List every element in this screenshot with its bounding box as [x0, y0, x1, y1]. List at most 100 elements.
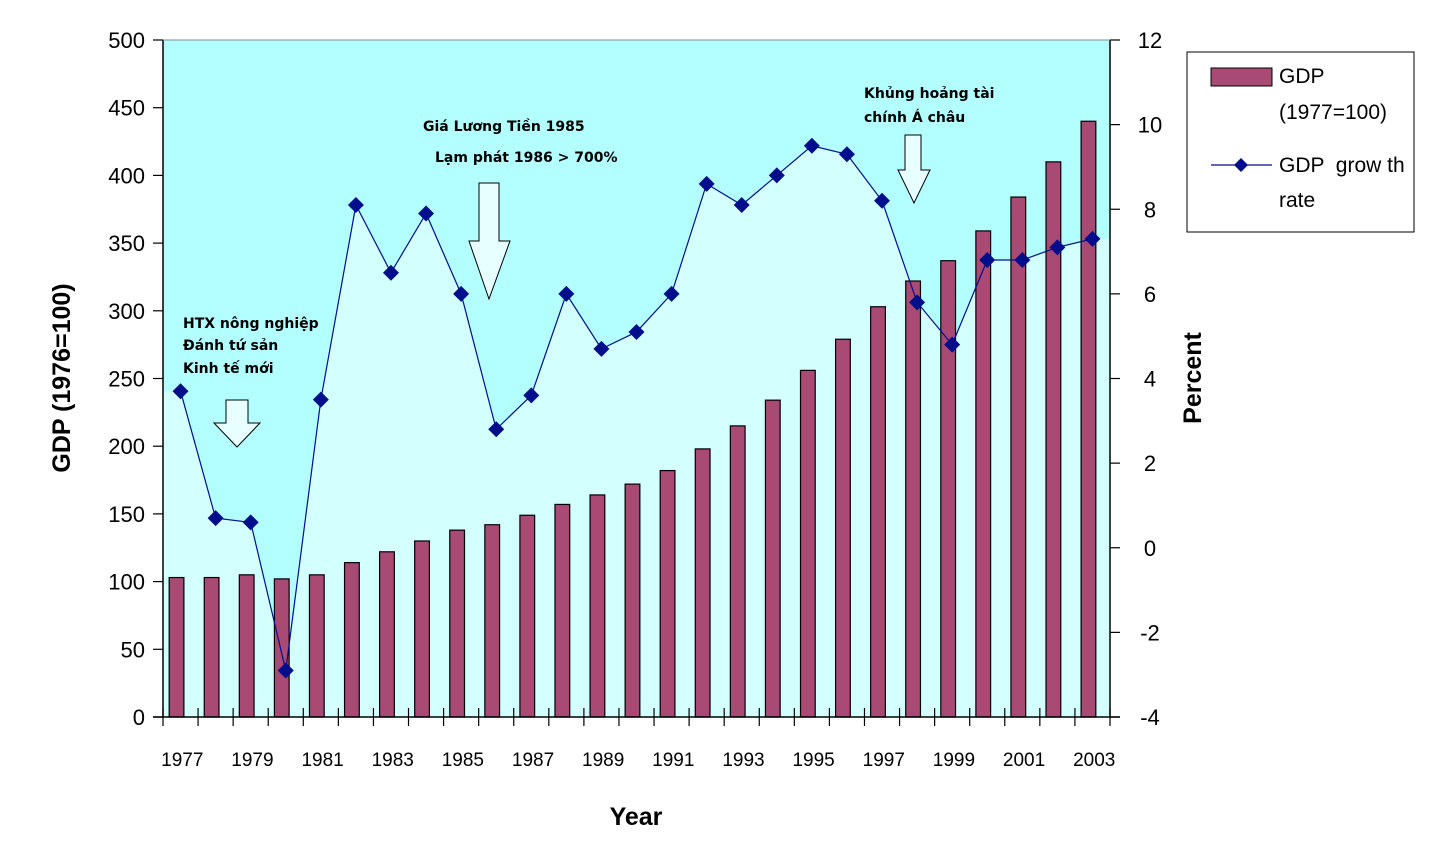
gdp-bar — [729, 425, 746, 718]
x-tick-label: 1991 — [652, 750, 694, 771]
y2-tick-label: 6 — [1144, 282, 1156, 307]
y2-tick-label: 0 — [1144, 536, 1156, 561]
x-tick-label: 1977 — [161, 750, 203, 771]
y-tick-label: 500 — [108, 28, 145, 53]
x-tick-label: 1979 — [231, 750, 273, 771]
y2-axis-title: Percent — [1179, 331, 1207, 423]
x-axis-title: Year — [610, 803, 663, 831]
gdp-bar — [414, 540, 431, 718]
x-tick-label: 1997 — [863, 750, 905, 771]
gdp-bar — [238, 574, 255, 718]
down-arrow-icon — [897, 134, 931, 205]
gdp-bar — [870, 306, 886, 718]
gdp-bar — [1080, 120, 1097, 718]
growth-point — [488, 421, 505, 438]
gdp-bar — [940, 260, 957, 718]
y-tick-label: 200 — [108, 434, 145, 459]
growth-point — [698, 175, 715, 192]
y2-tick-label: 10 — [1138, 113, 1162, 138]
gdp-bar — [1010, 196, 1027, 718]
gdp-bar — [554, 503, 571, 718]
y-tick-label: 450 — [108, 96, 145, 121]
x-tick-label: 2001 — [1003, 750, 1045, 771]
growth-point — [838, 146, 855, 163]
annotation-price-line2: Lạm phát 1986 > 700% — [435, 150, 618, 166]
growth-point — [382, 264, 399, 281]
down-arrow-icon — [212, 399, 262, 448]
gdp-bar — [168, 576, 185, 718]
legend-diamond-icon — [1234, 158, 1248, 172]
growth-point — [172, 383, 189, 400]
annotation-crisis-line2: chính Á châu — [864, 109, 965, 126]
y2-tick-label: 12 — [1138, 28, 1162, 53]
legend-bar-swatch — [1210, 67, 1273, 87]
gdp-bar — [799, 369, 816, 718]
y-axis-title: GDP (1976=100) — [48, 283, 76, 472]
x-axis-ticks: 1977 1979 1981 1983 1985 1987 1989 1991 1993 1995… — [161, 708, 1115, 771]
gdp-bar — [343, 562, 360, 718]
gdp-bar — [764, 399, 781, 718]
legend-gdp-label-1: GDP — [1279, 65, 1325, 88]
legend-gdp-label-2: (1977=100) — [1279, 101, 1387, 124]
legend: GDP (1977=100) GDP grow th rate — [1186, 51, 1415, 233]
y-tick-label: 350 — [108, 231, 145, 256]
y2-tick-label: 4 — [1144, 367, 1156, 392]
growth-point — [628, 323, 645, 340]
legend-growth-label-1: GDP grow th — [1279, 154, 1405, 177]
growth-point — [909, 294, 926, 311]
gdp-bar — [624, 483, 641, 718]
growth-point — [944, 336, 961, 353]
x-tick-label: 1999 — [933, 750, 975, 771]
growth-point — [874, 192, 891, 209]
growth-point — [242, 514, 259, 531]
y-tick-label: 300 — [108, 299, 145, 324]
y2-tick-label: 2 — [1144, 451, 1156, 476]
growth-point — [593, 340, 610, 357]
y2-tick-label: 8 — [1144, 197, 1156, 222]
y2-tick-label: -4 — [1140, 705, 1160, 730]
x-tick-label: 1993 — [722, 750, 764, 771]
growth-point — [1049, 239, 1066, 256]
x-tick-label: 1983 — [372, 750, 414, 771]
y-tick-label: 100 — [108, 570, 145, 595]
growth-line — [172, 137, 1101, 679]
annotation-price-line1: Giá Lương Tiền 1985 — [423, 118, 585, 135]
gdp-bar — [308, 574, 325, 718]
growth-point — [803, 137, 820, 154]
annotation-htx-line1: HTX nông nghiệp — [183, 316, 319, 332]
y-tick-label: 0 — [133, 705, 145, 730]
gdp-bar — [484, 524, 501, 718]
growth-point — [663, 285, 680, 302]
gdp-bar — [834, 338, 851, 718]
growth-point — [1014, 252, 1031, 269]
x-tick-label: 1981 — [301, 750, 343, 771]
y2-tick-label: -2 — [1140, 620, 1160, 645]
gdp-bar — [273, 578, 290, 718]
y-tick-label: 250 — [108, 367, 145, 392]
growth-point — [523, 387, 540, 404]
x-tick-label: 1995 — [792, 750, 834, 771]
legend-growth-label-2: rate — [1279, 189, 1315, 212]
gdp-bar — [659, 469, 676, 718]
annotation-crisis-line1: Khủng hoảng tài — [864, 86, 994, 102]
down-arrow-icon — [468, 182, 511, 301]
x-tick-label: 1987 — [512, 750, 554, 771]
growth-point — [1084, 230, 1101, 247]
gdp-bar — [203, 576, 220, 718]
y-axis-ticks: 0 50 100 150 200 250 300 350 400 450 500 — [108, 28, 163, 730]
gdp-bar — [694, 448, 711, 718]
annotation-htx-line3: Kinh tế mới — [183, 360, 274, 377]
x-tick-label: 1989 — [582, 750, 624, 771]
growth-point — [453, 285, 470, 302]
gdp-bar — [589, 494, 606, 718]
gdp-bar — [975, 230, 992, 718]
growth-point — [558, 285, 575, 302]
gdp-bar — [449, 529, 466, 718]
gdp-bars — [168, 120, 1097, 718]
y-tick-label: 150 — [108, 502, 145, 527]
growth-point — [347, 197, 364, 214]
growth-point — [768, 167, 785, 184]
growth-point — [207, 510, 224, 527]
y2-axis-ticks: -4 -2 0 2 4 6 8 10 12 — [1110, 28, 1162, 730]
